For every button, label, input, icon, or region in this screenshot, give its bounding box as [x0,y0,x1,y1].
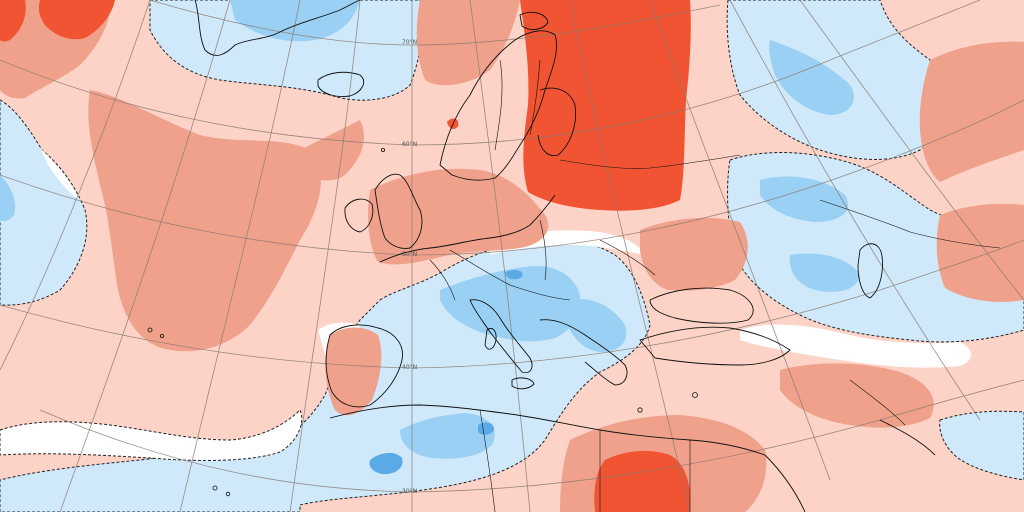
coast-greenland [194,0,361,56]
neutral-band-east [740,324,972,368]
cold-strong-spot-c [505,269,523,280]
border-iran [849,379,906,426]
meridian-west-30 [59,0,231,512]
warm-region-arctic [416,0,520,86]
border-algeria [479,409,496,512]
meridian-east-30 [649,0,831,481]
latitude-label-30: 30°N [402,488,417,495]
warm-region-west-siberia [919,41,1024,182]
meridian-east-40 [729,0,981,421]
island-crete [637,407,643,413]
border-scandinavia [494,59,503,151]
border-europe-central [449,249,571,301]
coast-scandinavia [439,30,557,181]
warm-region-middle-east [780,363,934,428]
cold-region-west-atlantic [0,99,88,306]
neutral-layer [0,148,972,461]
cold-strong-spot-b [478,422,495,435]
island-azores-2 [159,333,164,338]
coast-finland [537,87,577,157]
meridian-east-10 [469,0,531,512]
cold-core-balkans [565,298,627,352]
island-group [147,147,698,497]
cold-region-southeast [939,410,1024,481]
latitude-circle-30 [39,379,1024,493]
meridian-east-20 [569,0,691,512]
coast-sardinia [484,328,497,350]
coast-ireland [344,198,374,233]
cold-strong-spot-a [369,452,403,475]
latitude-circle-50 [0,99,1024,256]
coastlines [194,0,1001,512]
cold-core-west-atlantic [0,175,16,222]
island-faroe [380,147,385,152]
warm-region-east-lower [936,203,1024,302]
strong-warm-greenland-nw [38,0,115,40]
latitude-circle-40 [0,239,1024,369]
coast-britain [374,173,423,249]
cold-core-alps [440,266,581,342]
coast-north-africa [329,404,766,456]
latitude-labels: 70°N 60°N 50°N 40°N 30°N [402,39,417,495]
island-canaries-1 [212,485,218,491]
cold-core-north-africa [400,413,495,459]
coast-svalbard [519,11,549,30]
island-azores-1 [147,327,153,333]
coast-black-sea [649,287,754,324]
meridian-west-10 [289,0,361,512]
border-poland [539,219,547,281]
cold-core-black-sea [760,176,849,222]
coast-persian-gulf [879,419,936,456]
coast-turkey [639,326,791,366]
cold-core-greenland [230,0,360,42]
meridian-west-40 [0,0,151,371]
strong-warm-greenland-edge [0,0,26,42]
strong-warm-north-africa [594,450,691,512]
coast-red-sea [764,454,806,512]
warm-region-mid-atlantic [88,90,321,352]
warm-region-norway-sea [300,120,365,181]
meridian-west-20 [179,0,301,512]
border-france-germany [429,259,456,301]
latitude-label-70: 70°N [402,39,417,46]
island-cyprus [692,392,698,398]
warm-region-ukraine [640,217,748,291]
latitude-label-50: 50°N [402,251,417,258]
warm-region-iberia [325,327,382,416]
strong-warm-scandinavia-russia [520,0,691,211]
strong-warm-layer [0,0,691,512]
cold-core-north-russia [769,40,854,115]
coast-caspian [857,243,883,299]
warm-region-west-europe [368,168,549,265]
latitude-label-40: 40°N [402,364,417,371]
latitude-circle-60 [0,0,981,146]
coast-iberia [325,324,403,408]
border-sweden-finland [529,59,541,136]
neutral-band-west [40,148,80,200]
latitude-label-60: 60°N [402,141,417,148]
coast-west-europe [379,194,556,263]
meridian-east-50 [799,0,1024,301]
coast-balkans [539,319,628,386]
neutral-band-atlantic-south [0,409,303,461]
border-kazakhstan [819,199,1001,249]
coast-iceland [317,71,364,97]
border-russia [559,154,741,169]
border-ukraine [599,239,656,276]
coast-sicily [511,377,535,390]
cold-core-caspian [789,253,860,292]
island-canaries-2 [225,491,231,497]
